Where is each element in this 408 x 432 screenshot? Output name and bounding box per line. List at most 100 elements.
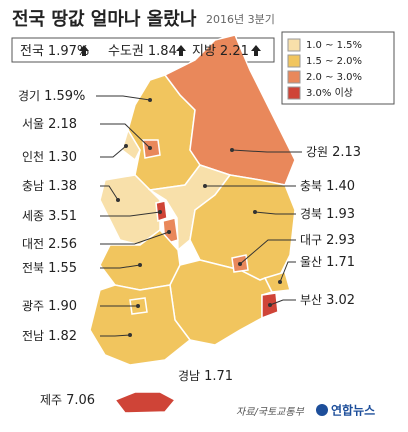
leader-dot [124, 144, 128, 148]
region-label: 경기 1.59% [18, 89, 85, 104]
leader-dot [116, 198, 120, 202]
region-label: 인천 1.30 [22, 149, 77, 165]
labels: 경기 1.59% 강원 2.13 서울 2.18 인천 1.30 충남 1.38 충북 1.40 경북 1… [18, 89, 361, 408]
leader-dot [167, 230, 171, 234]
region-value: 1.30 [48, 150, 77, 165]
legend-swatch [287, 38, 301, 52]
region-label: 경북 1.93 [300, 207, 355, 222]
region-label: 경남 1.71 [178, 369, 233, 384]
region-name: 대전 [22, 237, 44, 251]
region-label: 광주 1.90 [22, 299, 77, 314]
leader-line [100, 145, 127, 158]
summary-value: 1.84 [148, 44, 177, 59]
region-value: 2.13 [332, 145, 361, 160]
region-name: 강원 [306, 145, 328, 159]
region-label: 부산 3.02 [300, 293, 355, 308]
region-name: 서울 [22, 117, 44, 131]
region-name: 충남 [22, 179, 44, 193]
leader-line [100, 123, 151, 149]
title: 전국 땅값 얼마나 올랐나 [12, 9, 197, 30]
up-arrow [251, 45, 261, 56]
summary-value: 2.21 [220, 44, 249, 59]
summary-name: 전국 [20, 44, 44, 59]
subtitle: 2016년 3분기 [206, 13, 275, 26]
leader-dot [138, 263, 142, 267]
leader-dot [158, 210, 162, 214]
region-value: 1.71 [204, 369, 233, 384]
summary-value: 1.97% [48, 44, 89, 59]
legend-label: 3.0% 이상 [306, 87, 353, 99]
summary-name: 지방 [192, 44, 216, 59]
region-name: 충북 [300, 179, 322, 193]
leader-dot [203, 184, 207, 188]
legend-swatch [287, 54, 301, 68]
leader-line [100, 185, 119, 201]
leader-dot [268, 303, 272, 307]
region [121, 128, 141, 162]
region-label: 대구 2.93 [300, 233, 355, 248]
region-label: 강원 2.13 [306, 145, 361, 160]
region-name: 대구 [300, 233, 322, 247]
leader-line [254, 211, 296, 215]
region [263, 271, 291, 293]
legend-swatch [287, 70, 301, 84]
region-label: 대전 2.56 [22, 237, 77, 252]
region-value: 1.38 [48, 179, 77, 194]
region-value: 1.71 [326, 255, 355, 270]
region [89, 284, 192, 366]
region-value: 2.18 [48, 117, 77, 132]
region-value: 3.51 [48, 209, 77, 224]
leader-dot [148, 146, 152, 150]
region-label: 충북 1.40 [300, 179, 355, 194]
region-name: 부산 [300, 293, 322, 307]
legend-label: 1.0 ~ 1.5% [306, 40, 362, 51]
region-value: 1.93 [326, 207, 355, 222]
region-label: 충남 1.38 [22, 179, 77, 194]
leader-line [100, 231, 170, 245]
region-name: 경남 [178, 369, 200, 383]
legend-label: 2.0 ~ 3.0% [306, 72, 362, 83]
region-name: 인천 [22, 149, 44, 164]
region-value: 1.55 [48, 261, 77, 276]
up-arrow [176, 45, 186, 56]
region-label: 제주 7.06 [40, 393, 95, 408]
leader-dot [128, 333, 132, 337]
region-name: 전북 [22, 261, 44, 275]
logo: 연합뉴스 [331, 403, 375, 418]
region-name: 전남 [22, 329, 44, 343]
region-name: 세종 [22, 209, 44, 223]
leader-line [231, 149, 302, 153]
summary-name: 수도권 [108, 44, 144, 59]
region-value: 1.82 [48, 329, 77, 344]
region-name: 경기 [18, 89, 40, 103]
legend-box [281, 31, 395, 105]
leader-dot [238, 262, 242, 266]
region-label: 전북 1.55 [22, 261, 77, 276]
region-name: 제주 [40, 393, 62, 407]
legend-label: 1.5 ~ 2.0% [306, 56, 362, 67]
map [89, 34, 296, 414]
leader-line [269, 299, 296, 306]
region [113, 391, 177, 414]
leader-dot [148, 98, 152, 102]
leader-line [100, 264, 141, 269]
leader-dot [230, 148, 234, 152]
leader-dot [278, 280, 282, 284]
region-value: 7.06 [66, 393, 95, 408]
region-name: 경북 [300, 207, 322, 221]
legend-swatch [287, 86, 301, 100]
logo-icon [316, 404, 328, 416]
region-name: 울산 [300, 255, 322, 269]
source: 자료/국토교통부 [236, 406, 305, 418]
leader-line [100, 334, 131, 337]
region-value: 1.59% [44, 89, 85, 104]
region-name: 광주 [22, 299, 44, 313]
leader-dot [253, 210, 257, 214]
region-label: 전남 1.82 [22, 329, 77, 344]
leader-line [279, 261, 296, 283]
region-value: 2.93 [326, 233, 355, 248]
region-label: 서울 2.18 [22, 117, 77, 132]
region-label: 울산 1.71 [300, 255, 355, 270]
region-value: 1.90 [48, 299, 77, 314]
summary-item: 지방 2.21 [192, 44, 249, 59]
